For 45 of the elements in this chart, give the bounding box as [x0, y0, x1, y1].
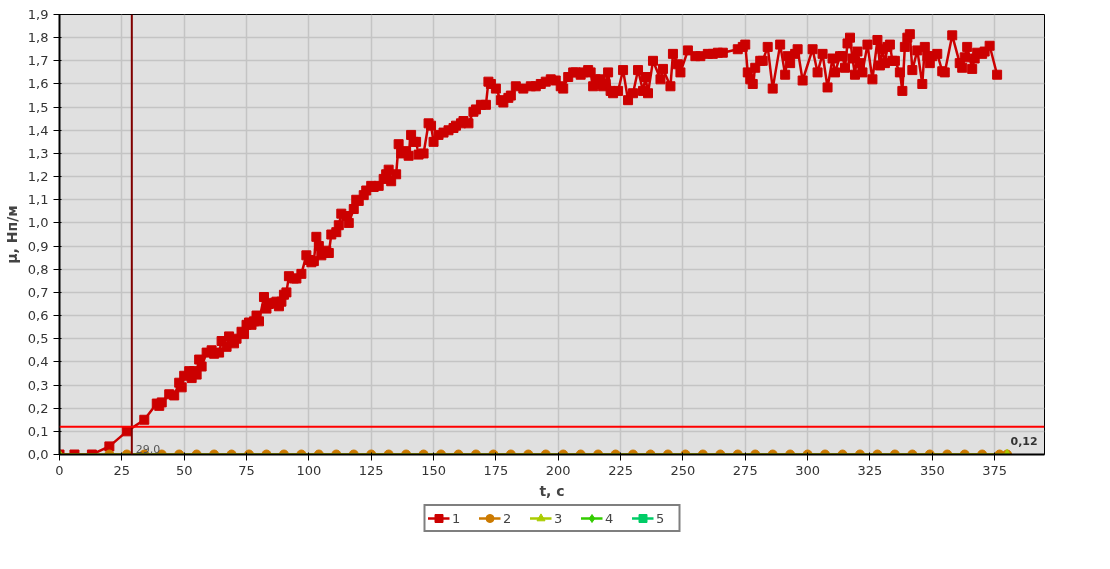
x-tick-label: 125: [358, 462, 384, 478]
y-tick-label: 0,5: [27, 331, 49, 347]
y-tick-label: 0,7: [27, 284, 49, 300]
y-tick-label: 0,6: [27, 308, 49, 324]
ref-line-label: 0,12: [1010, 434, 1038, 448]
x-tick-label: 175: [483, 462, 509, 478]
y-tick-label: 1,5: [27, 99, 49, 115]
x-tick-label: 75: [238, 462, 255, 478]
y-tick-label: 0,0: [27, 447, 49, 462]
y-tick-label: 0,2: [27, 400, 49, 416]
x-tick-label: 325: [857, 462, 883, 478]
x-tick-label: 150: [421, 462, 446, 478]
y-tick-label: 1,7: [27, 53, 49, 69]
legend-label: 5: [656, 510, 666, 526]
legend-label: 4: [605, 510, 615, 526]
x-tick-label: 300: [795, 462, 821, 478]
y-tick-label: 1,2: [27, 169, 49, 185]
legend-label: 2: [503, 510, 513, 526]
y-tick-label: 1,9: [27, 7, 49, 22]
y-tick-label: 1,6: [27, 76, 49, 92]
y-tick-label: 0,3: [27, 377, 49, 393]
x-tick-label: 350: [919, 462, 945, 478]
x-tick-label: 0: [55, 462, 64, 478]
y-tick-label: 0,8: [27, 261, 49, 277]
y-axis-title: μ, Нп/м: [3, 205, 20, 264]
x-tick-label: 200: [545, 462, 571, 478]
y-tick-label: 1,4: [27, 122, 49, 138]
x-axis-title: t, с: [539, 482, 565, 499]
x-tick-label: 25: [113, 462, 131, 478]
x-tick-label: 250: [670, 462, 696, 478]
y-tick-label: 1,1: [27, 192, 49, 208]
y-tick-label: 1,0: [27, 215, 49, 231]
y-tick-label: 1,8: [27, 30, 49, 46]
y-tick-label: 0,4: [27, 354, 49, 370]
x-tick-label: 100: [296, 462, 322, 478]
legend-label: 1: [452, 510, 462, 526]
y-tick-label: 0,1: [27, 423, 49, 439]
y-tick-label: 0,9: [27, 238, 49, 254]
x-tick-label: 275: [732, 462, 758, 478]
x-tick-label: 50: [175, 462, 193, 478]
ref-line-label: 29,0: [135, 442, 161, 456]
x-tick-label: 225: [608, 462, 633, 478]
x-tick-label: 375: [982, 462, 1008, 478]
y-tick-label: 1,3: [27, 145, 49, 161]
legend-label: 3: [554, 510, 564, 526]
